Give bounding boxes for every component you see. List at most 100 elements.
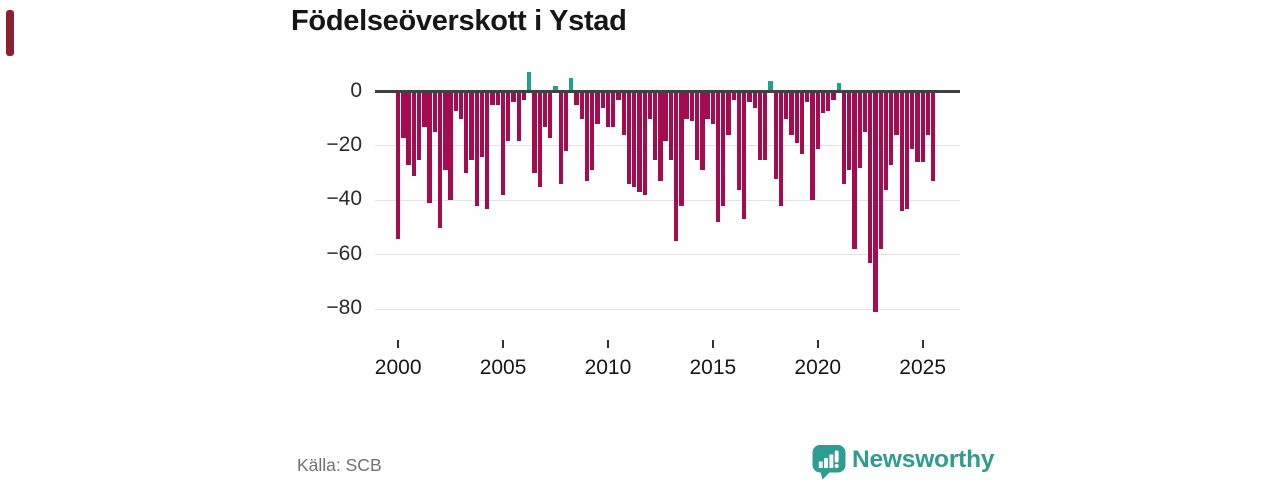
quarter-bar-negative [574, 91, 579, 106]
quarter-bar-negative [401, 91, 406, 138]
quarter-bar-negative [637, 91, 642, 193]
y-gridline [375, 254, 960, 256]
quarter-bar-negative [474, 91, 479, 206]
quarter-bar-negative [432, 91, 437, 133]
quarter-bar-negative [915, 91, 920, 163]
x-axis-tick-label: 2005 [479, 356, 527, 379]
quarter-bar-negative [684, 91, 689, 119]
quarter-bar-negative [763, 91, 768, 160]
quarter-bar-negative [847, 91, 852, 171]
newsworthy-brand-lockup: Newsworthy [811, 443, 995, 480]
quarter-bar-negative [826, 91, 831, 111]
quarter-bar-negative [605, 91, 611, 127]
y-axis-tick-label: −60 [326, 241, 362, 265]
quarter-bar-negative [500, 91, 506, 195]
quarter-bar-negative [579, 91, 584, 119]
quarter-bar-negative [789, 91, 794, 136]
quarter-bar-negative [537, 91, 542, 187]
quarter-bar-negative [642, 91, 647, 195]
quarter-bar-negative [815, 91, 820, 149]
quarter-bar-negative [852, 91, 857, 250]
quarter-bar-negative [548, 91, 553, 138]
quarter-bar-negative [464, 91, 469, 174]
bar-chart-speech-bubble-icon [812, 445, 846, 480]
quarter-bar-negative [427, 91, 432, 204]
quarter-bar-negative [595, 91, 600, 125]
x-axis-tick-mark [816, 340, 819, 348]
quarter-bar-negative [616, 91, 621, 100]
quarter-bar-negative [726, 91, 731, 136]
x-axis-tick-mark [921, 340, 924, 348]
quarter-bar-negative [584, 91, 590, 182]
x-axis-tick-label: 2000 [374, 356, 422, 379]
quarter-bar-negative [868, 91, 873, 264]
quarter-bar-negative [715, 91, 721, 223]
quarter-bar-negative [663, 91, 668, 141]
quarter-bar-negative [810, 91, 815, 201]
brand-wordmark: Newsworthy [852, 446, 995, 473]
quarter-bar-negative [490, 91, 495, 106]
quarter-bar-negative [611, 91, 616, 127]
quarter-bar-negative [857, 91, 862, 168]
x-axis-tick-label: 2010 [584, 356, 632, 379]
quarter-bar-negative [799, 91, 805, 155]
quarter-bar-negative [590, 91, 595, 171]
quarter-bar-positive [553, 86, 558, 92]
quarter-bar-negative [700, 91, 705, 171]
quarter-bar-negative [878, 91, 883, 250]
quarter-bar-negative [626, 91, 632, 185]
quarter-bar-negative [778, 91, 784, 206]
zero-axis-line [375, 90, 960, 93]
quarter-bar-negative [453, 91, 458, 111]
quarter-bar-negative [653, 91, 658, 160]
chart-title: Födelseöverskott i Ystad [291, 5, 627, 37]
quarter-bar-negative [805, 91, 810, 103]
quarter-bar-positive [768, 80, 773, 92]
quarter-bar-negative [820, 91, 826, 114]
quarter-bar-negative [862, 91, 868, 133]
x-axis-tick-label: 2020 [794, 356, 842, 379]
quarter-bar-negative [437, 91, 443, 228]
quarter-bar-negative [794, 91, 799, 144]
y-axis-tick-label: −20 [326, 132, 362, 156]
quarter-bar-negative [899, 91, 904, 212]
quarter-bar-negative [904, 91, 910, 209]
quarter-bar-negative [736, 91, 742, 190]
quarter-bar-negative [721, 91, 726, 206]
quarter-bar-negative [411, 91, 417, 176]
quarter-bar-negative [920, 91, 925, 163]
quarter-bar-negative [658, 91, 663, 182]
quarter-bar-negative [668, 91, 674, 160]
quarter-bar-positive [527, 72, 532, 92]
quarter-bar-negative [731, 91, 736, 100]
source-attribution: Källa: SCB [297, 455, 382, 475]
quarter-bar-negative [831, 91, 836, 100]
quarter-bar-negative [930, 91, 936, 182]
quarter-bar-negative [600, 91, 605, 108]
quarter-bar-negative [647, 91, 653, 119]
quarter-bar-positive [836, 83, 841, 92]
quarter-bar-negative [448, 91, 453, 201]
quarter-bar-negative [532, 91, 537, 174]
category-accent-strip [6, 10, 14, 56]
x-axis-tick-mark [711, 340, 714, 348]
x-axis-tick-label: 2015 [689, 356, 737, 379]
quarter-bar-negative [705, 91, 710, 119]
y-axis-tick-label: −40 [326, 187, 362, 211]
quarter-bar-negative [889, 91, 894, 165]
quarter-bar-negative [757, 91, 763, 160]
quarter-bar-negative [443, 91, 448, 171]
x-axis-tick-label: 2025 [899, 356, 946, 379]
quarter-bar-negative [495, 91, 500, 106]
quarter-bar-negative [925, 91, 931, 136]
quarter-bar-negative [621, 91, 626, 136]
quarter-bar-negative [694, 91, 700, 160]
quarter-bar-negative [516, 91, 521, 141]
quarter-bar-negative [396, 91, 401, 239]
quarter-bar-negative [485, 91, 490, 209]
quarter-bar-negative [752, 91, 757, 108]
quarter-bar-negative [894, 91, 899, 136]
quarter-bar-negative [416, 91, 422, 160]
quarter-bar-negative [710, 91, 715, 125]
quarter-bar-negative [689, 91, 695, 122]
